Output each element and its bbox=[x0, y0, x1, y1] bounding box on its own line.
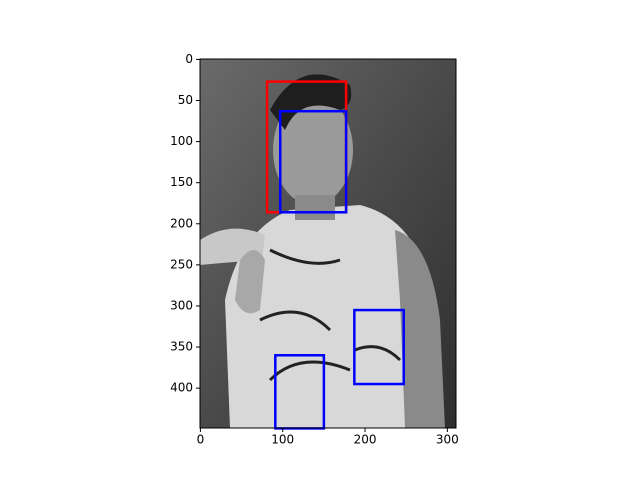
y-tick-label: 100 bbox=[170, 134, 193, 148]
y-tick-label: 200 bbox=[170, 216, 193, 230]
y-tick-label: 50 bbox=[178, 93, 193, 107]
x-tick-label: 300 bbox=[436, 433, 459, 447]
y-tick-label: 300 bbox=[170, 298, 193, 312]
y-tick-label: 0 bbox=[185, 52, 193, 66]
y-tick-label: 350 bbox=[170, 340, 193, 354]
x-tick-label: 200 bbox=[354, 433, 377, 447]
axes-frame bbox=[199, 58, 457, 429]
x-tick-label: 100 bbox=[271, 433, 294, 447]
y-tick-label: 250 bbox=[170, 257, 193, 271]
bounding-box bbox=[353, 308, 405, 386]
photo bbox=[200, 59, 456, 428]
bounding-box bbox=[279, 109, 348, 214]
y-tick-label: 150 bbox=[170, 175, 193, 189]
x-tick-label: 0 bbox=[197, 433, 205, 447]
y-tick-label: 400 bbox=[170, 381, 193, 395]
